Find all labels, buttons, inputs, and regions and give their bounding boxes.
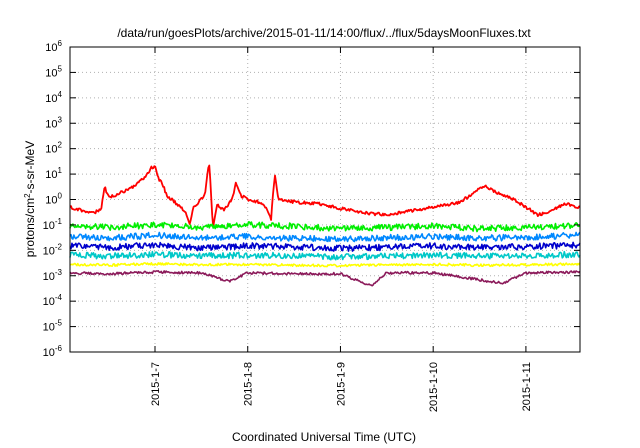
y-tick-label-base: 10 — [45, 169, 57, 181]
y-tick-label-exponent: 2 — [58, 141, 63, 150]
y-tick-label-exponent: -2 — [55, 242, 63, 251]
y-tick-label-base: 10 — [43, 245, 55, 257]
y-tick-label-base: 10 — [43, 322, 55, 334]
series-line-7 — [69, 270, 581, 287]
y-tick-label-exponent: -4 — [55, 293, 63, 302]
y-tick-label: 103 — [45, 115, 62, 130]
y-tick-label: 10-4 — [43, 293, 63, 308]
y-tick-label-exponent: -6 — [55, 344, 63, 353]
y-tick-label-exponent: -5 — [55, 319, 63, 328]
series-line-4 — [69, 241, 581, 252]
y-tick-label-exponent: 3 — [58, 115, 63, 124]
series-line-1 — [69, 164, 581, 228]
y-tick-label-exponent: 5 — [58, 64, 63, 73]
y-tick-label-base: 10 — [45, 67, 57, 79]
y-tick-label: 10-6 — [43, 344, 63, 359]
y-tick-label-base: 10 — [43, 271, 55, 283]
y-tick-label: 101 — [45, 166, 62, 181]
y-tick-label-base: 10 — [43, 347, 55, 359]
series-line-6 — [69, 262, 581, 268]
tick-layer: 10-610-510-410-310-210-11001011021031041… — [43, 39, 580, 412]
y-tick-label: 10-5 — [43, 319, 63, 334]
x-axis-label: Coordinated Universal Time (UTC) — [232, 430, 416, 444]
y-axis-label-suffix: -s-sr-MeV — [23, 141, 37, 194]
y-tick-label: 102 — [45, 141, 62, 156]
grid-layer — [70, 47, 580, 352]
y-tick-label-exponent: -1 — [55, 217, 63, 226]
x-tick-label: 2015-1-9 — [335, 362, 347, 406]
x-tick-label: 2015-1-11 — [521, 362, 533, 411]
y-axis-label: protons/cm2-s-sr-MeV — [23, 141, 38, 257]
y-axis-label-sup: 2 — [23, 193, 32, 198]
x-tick-label: 2015-1-8 — [243, 362, 255, 406]
y-tick-label: 10-2 — [43, 242, 63, 257]
y-tick-label-exponent: -3 — [55, 268, 63, 277]
series-line-2 — [69, 221, 581, 233]
y-tick-label-base: 10 — [45, 42, 57, 54]
y-tick-label-base: 10 — [43, 220, 55, 232]
series-layer — [69, 164, 581, 287]
y-tick-label-base: 10 — [45, 118, 57, 130]
series-line-3 — [69, 231, 581, 243]
y-tick-label-exponent: 1 — [58, 166, 63, 175]
y-tick-label-exponent: 6 — [58, 39, 63, 48]
y-tick-label: 106 — [45, 39, 62, 54]
y-tick-label-base: 10 — [45, 144, 57, 156]
y-tick-label-base: 10 — [43, 296, 55, 308]
y-tick-label: 10-3 — [43, 268, 63, 283]
y-tick-label-base: 10 — [45, 195, 57, 207]
y-tick-label-base: 10 — [45, 93, 57, 105]
y-tick-label: 104 — [45, 90, 62, 105]
chart-title: /data/run/goesPlots/archive/2015-01-11/1… — [117, 26, 531, 40]
y-tick-label: 10-1 — [43, 217, 63, 232]
y-tick-label-exponent: 0 — [58, 192, 63, 201]
series-line-5 — [69, 250, 581, 261]
y-axis-label-prefix: protons/cm — [23, 198, 37, 257]
x-tick-label: 2015-1-10 — [428, 362, 440, 412]
y-tick-label: 105 — [45, 64, 62, 79]
y-tick-label-exponent: 4 — [58, 90, 63, 99]
x-tick-label: 2015-1-7 — [150, 362, 162, 406]
y-tick-label: 100 — [45, 192, 62, 207]
